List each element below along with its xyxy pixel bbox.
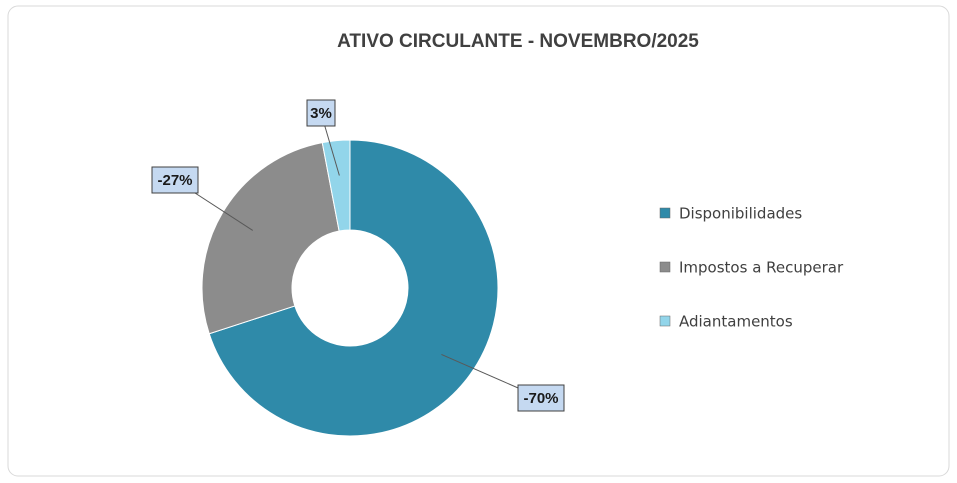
legend-label: Adiantamentos xyxy=(679,313,793,331)
chart-title: ATIVO CIRCULANTE - NOVEMBRO/2025 xyxy=(337,31,699,52)
data-label-box xyxy=(151,166,199,194)
slice xyxy=(321,139,351,232)
legend-swatch xyxy=(659,207,671,219)
legend-label: Disponibilidades xyxy=(679,205,802,223)
legend-swatch xyxy=(659,261,671,273)
slice xyxy=(201,142,340,335)
data-label: -70% xyxy=(523,390,558,407)
legend-swatch xyxy=(659,315,671,327)
data-label: 3% xyxy=(310,105,332,122)
data-label-box xyxy=(306,99,336,127)
legend-label: Impostos a Recuperar xyxy=(679,259,844,277)
data-label-box xyxy=(517,384,565,412)
data-label: -27% xyxy=(157,172,192,189)
slice xyxy=(208,139,499,437)
